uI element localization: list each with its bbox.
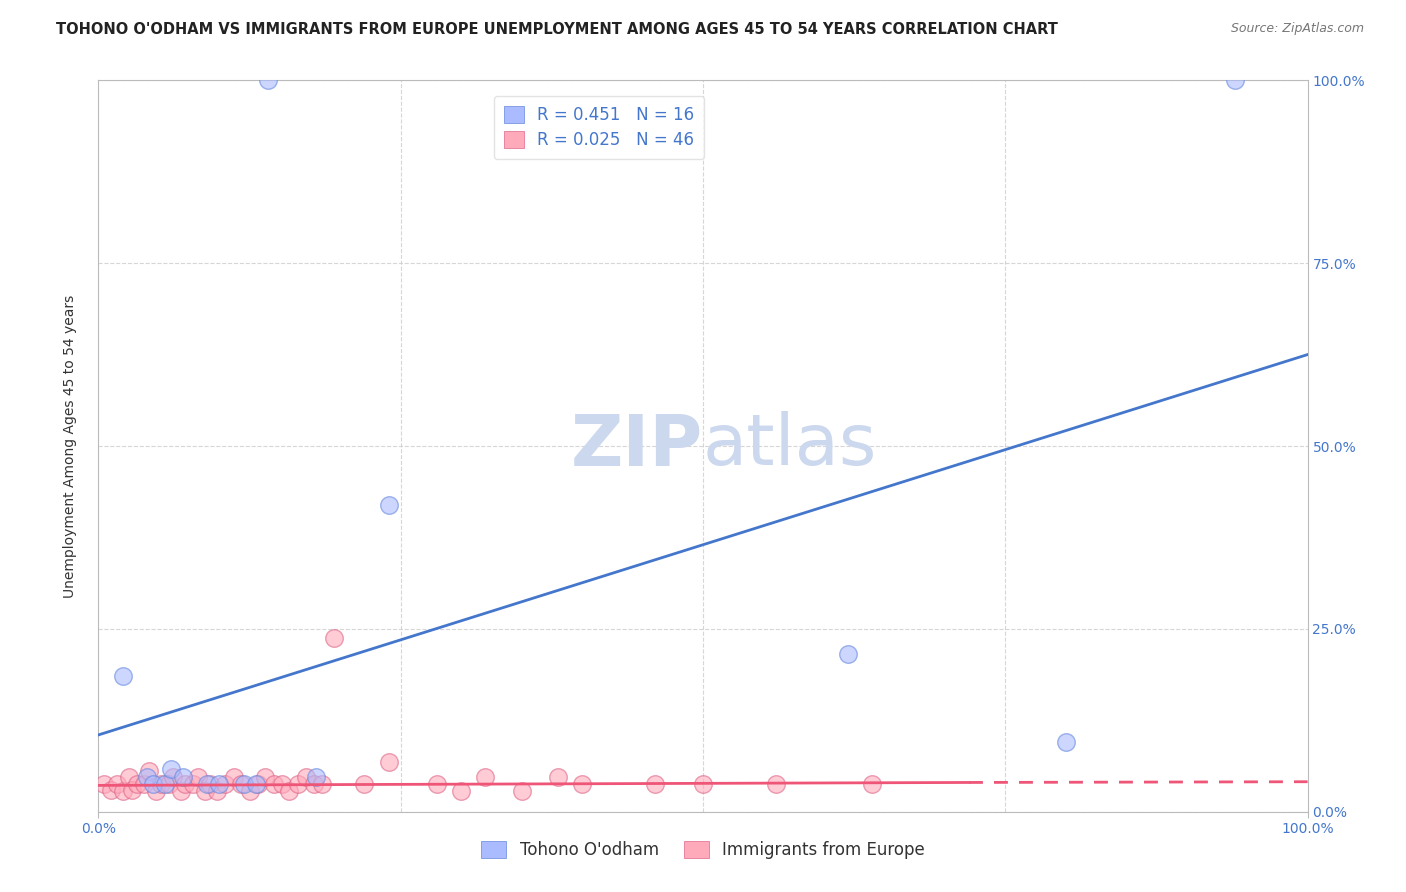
Point bbox=[138, 764, 160, 779]
Point bbox=[311, 777, 333, 791]
Point bbox=[135, 770, 157, 784]
Point bbox=[153, 777, 176, 791]
Point bbox=[105, 777, 128, 791]
Point bbox=[278, 784, 301, 798]
Point bbox=[111, 669, 134, 683]
Point bbox=[692, 777, 714, 791]
Point bbox=[1054, 735, 1077, 749]
Point bbox=[377, 498, 399, 512]
Point bbox=[121, 782, 143, 797]
Point bbox=[305, 770, 328, 784]
Text: TOHONO O'ODHAM VS IMMIGRANTS FROM EUROPE UNEMPLOYMENT AMONG AGES 45 TO 54 YEARS : TOHONO O'ODHAM VS IMMIGRANTS FROM EUROPE… bbox=[56, 22, 1059, 37]
Point bbox=[860, 777, 883, 791]
Point bbox=[142, 777, 165, 791]
Point bbox=[450, 784, 472, 798]
Point bbox=[232, 777, 254, 791]
Point bbox=[187, 770, 209, 784]
Point bbox=[145, 784, 167, 798]
Point bbox=[254, 770, 277, 784]
Point bbox=[1223, 73, 1246, 87]
Point bbox=[247, 777, 270, 791]
Point bbox=[426, 777, 449, 791]
Point bbox=[571, 777, 593, 791]
Point bbox=[134, 777, 156, 791]
Point bbox=[208, 777, 231, 791]
Point bbox=[100, 782, 122, 797]
Point bbox=[295, 770, 318, 784]
Point bbox=[256, 73, 278, 87]
Point bbox=[547, 770, 569, 784]
Point bbox=[510, 784, 533, 798]
Point bbox=[302, 777, 325, 791]
Point bbox=[239, 784, 262, 798]
Point bbox=[323, 631, 346, 645]
Point bbox=[837, 648, 859, 662]
Point bbox=[205, 784, 228, 798]
Legend: Tohono O'odham, Immigrants from Europe: Tohono O'odham, Immigrants from Europe bbox=[475, 834, 931, 865]
Text: ZIP: ZIP bbox=[571, 411, 703, 481]
Point bbox=[150, 777, 173, 791]
Point bbox=[160, 762, 183, 776]
Point bbox=[214, 777, 236, 791]
Point bbox=[127, 777, 149, 791]
Point bbox=[222, 770, 245, 784]
Point bbox=[765, 777, 787, 791]
Point bbox=[195, 777, 218, 791]
Point bbox=[181, 777, 204, 791]
Point bbox=[287, 777, 309, 791]
Point bbox=[93, 777, 115, 791]
Point bbox=[157, 777, 180, 791]
Point bbox=[169, 784, 191, 798]
Point bbox=[474, 770, 496, 784]
Point bbox=[377, 755, 399, 769]
Point bbox=[118, 770, 141, 784]
Point bbox=[245, 777, 267, 791]
Point bbox=[644, 777, 666, 791]
Point bbox=[198, 777, 221, 791]
Point bbox=[172, 770, 194, 784]
Point bbox=[271, 777, 294, 791]
Point bbox=[162, 770, 184, 784]
Point bbox=[353, 777, 375, 791]
Point bbox=[174, 777, 197, 791]
Point bbox=[229, 777, 252, 791]
Text: Source: ZipAtlas.com: Source: ZipAtlas.com bbox=[1230, 22, 1364, 36]
Y-axis label: Unemployment Among Ages 45 to 54 years: Unemployment Among Ages 45 to 54 years bbox=[63, 294, 77, 598]
Point bbox=[194, 784, 217, 798]
Point bbox=[263, 777, 285, 791]
Text: atlas: atlas bbox=[703, 411, 877, 481]
Point bbox=[111, 784, 134, 798]
